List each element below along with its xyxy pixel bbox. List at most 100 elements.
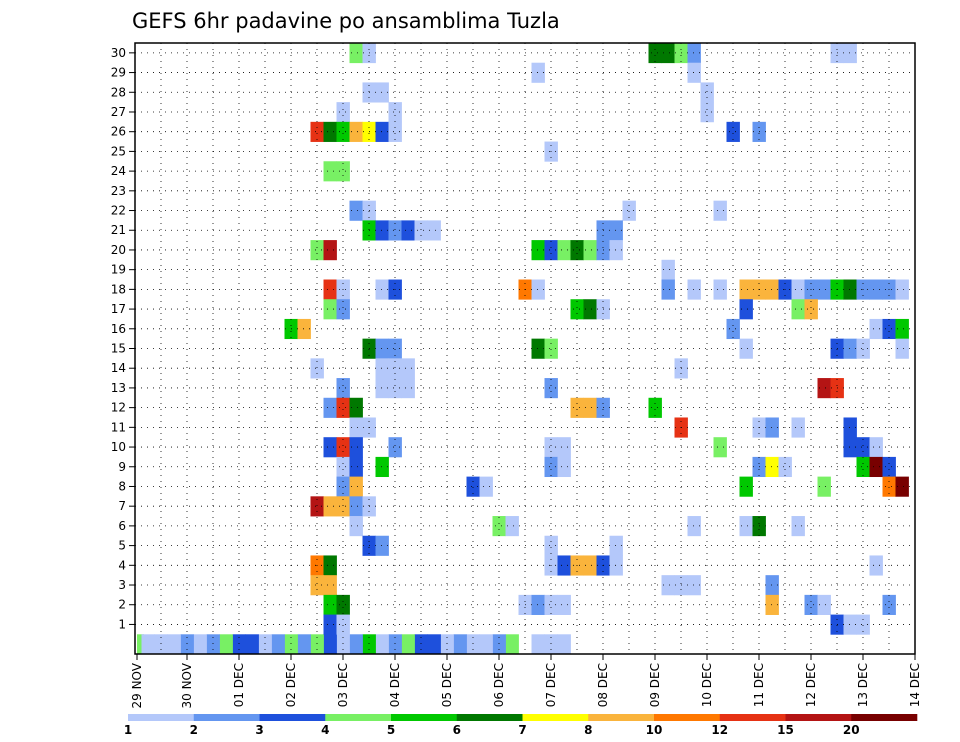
x-tick-label: 11 DEC bbox=[752, 663, 766, 707]
heatmap-cell bbox=[323, 397, 337, 418]
heatmap-cell bbox=[544, 634, 558, 655]
heatmap-cell bbox=[544, 456, 558, 478]
heatmap-cell bbox=[479, 476, 493, 497]
heatmap-cell bbox=[414, 634, 428, 655]
y-tick-label: 16 bbox=[111, 322, 126, 336]
y-tick-label: 6 bbox=[118, 519, 126, 533]
heatmap-cell bbox=[544, 338, 558, 359]
heatmap-cell bbox=[336, 299, 350, 320]
heatmap-cell bbox=[531, 338, 545, 359]
legend-label: 4 bbox=[321, 723, 329, 737]
heatmap-cell bbox=[557, 634, 571, 655]
y-tick-label: 5 bbox=[118, 539, 126, 553]
heatmap-cell bbox=[427, 634, 441, 655]
heatmap-cell bbox=[349, 437, 363, 458]
heatmap-cell bbox=[336, 121, 350, 142]
heatmap-cell bbox=[882, 456, 896, 478]
heatmap-cell bbox=[648, 397, 662, 418]
heatmap-cell bbox=[323, 161, 337, 182]
y-tick-label: 30 bbox=[111, 46, 126, 60]
y-tick-label: 27 bbox=[111, 105, 126, 119]
heatmap-cell bbox=[843, 338, 857, 359]
heatmap-cell bbox=[336, 594, 350, 615]
heatmap-cell bbox=[531, 594, 545, 615]
heatmap-cell bbox=[557, 437, 571, 458]
heatmap-cell bbox=[583, 555, 597, 576]
legend-label: 15 bbox=[777, 723, 794, 737]
y-tick-label: 10 bbox=[111, 440, 126, 454]
y-tick-label: 4 bbox=[118, 558, 126, 572]
x-tick-label: 12 DEC bbox=[804, 663, 818, 707]
heatmap-cell bbox=[856, 614, 870, 635]
legend-label: 3 bbox=[255, 723, 263, 737]
heatmap-cell bbox=[401, 220, 415, 241]
heatmap-cell bbox=[531, 62, 545, 83]
legend-label: 10 bbox=[646, 723, 663, 737]
heatmap-cell bbox=[388, 437, 402, 458]
heatmap-cell bbox=[310, 358, 324, 379]
heatmap-cell bbox=[297, 318, 311, 340]
heatmap-cell bbox=[388, 220, 402, 241]
x-tick-label: 09 DEC bbox=[648, 663, 662, 707]
x-tick-label: 13 DEC bbox=[856, 663, 870, 707]
heatmap-cell bbox=[765, 417, 779, 438]
heatmap-cell bbox=[206, 634, 220, 655]
legend-swatch bbox=[719, 714, 786, 721]
heatmap-cell bbox=[414, 220, 428, 241]
heatmap-cell bbox=[180, 634, 194, 655]
heatmap-cell bbox=[375, 634, 389, 655]
heatmap-cell bbox=[388, 102, 402, 123]
heatmap-cell bbox=[765, 594, 779, 615]
y-tick-label: 25 bbox=[111, 144, 126, 158]
y-tick-label: 28 bbox=[111, 85, 126, 99]
heatmap-cell bbox=[505, 634, 519, 655]
heatmap-cell bbox=[661, 279, 675, 300]
heatmap-cell bbox=[700, 102, 714, 123]
x-axis: 29 NOV 30 NOV 01 DEC 02 DEC 03 DEC 04 DEC 05 D… bbox=[130, 654, 922, 709]
heatmap-cell bbox=[622, 200, 636, 221]
legend-swatch bbox=[259, 714, 326, 721]
heatmap-cell bbox=[349, 200, 363, 221]
heatmap-cell bbox=[843, 614, 857, 635]
heatmap-cell bbox=[375, 121, 389, 142]
heatmap-cell bbox=[349, 456, 363, 478]
heatmap-cell bbox=[258, 634, 272, 655]
y-tick-label: 12 bbox=[111, 401, 126, 415]
x-tick-label: 30 NOV bbox=[180, 662, 194, 708]
legend-swatch bbox=[193, 714, 260, 721]
heatmap-cell bbox=[817, 476, 831, 497]
heatmap-cell bbox=[687, 575, 701, 596]
heatmap-cell bbox=[349, 516, 363, 537]
heatmap-cell bbox=[583, 240, 597, 261]
legend-label: 20 bbox=[843, 723, 860, 737]
heatmap-cell bbox=[765, 575, 779, 596]
y-tick-label: 15 bbox=[111, 342, 126, 356]
heatmap-cells bbox=[137, 43, 909, 655]
heatmap-cell bbox=[739, 279, 753, 300]
heatmap-cell bbox=[687, 62, 701, 83]
x-tick-label: 10 DEC bbox=[700, 663, 714, 707]
heatmap-cell bbox=[388, 634, 402, 655]
heatmap-cell bbox=[804, 594, 818, 615]
heatmap-cell bbox=[882, 318, 896, 340]
legend-swatch bbox=[391, 714, 458, 721]
heatmap-cell bbox=[336, 397, 350, 418]
heatmap-cell bbox=[882, 594, 896, 615]
heatmap-cell bbox=[791, 279, 805, 300]
heatmap-cell bbox=[336, 496, 350, 517]
heatmap-cell bbox=[310, 496, 324, 517]
y-tick-label: 2 bbox=[118, 598, 126, 612]
heatmap-cell bbox=[570, 397, 584, 418]
heatmap-cell bbox=[869, 555, 883, 576]
legend-label: 1 bbox=[124, 723, 132, 737]
x-tick-label: 04 DEC bbox=[388, 663, 402, 707]
heatmap-cell bbox=[687, 279, 701, 300]
heatmap-cell bbox=[505, 516, 519, 537]
heatmap-cell bbox=[726, 121, 740, 142]
heatmap-cell bbox=[336, 437, 350, 458]
heatmap-cell bbox=[648, 43, 662, 64]
heatmap-cell bbox=[713, 279, 727, 300]
heatmap-cell bbox=[544, 437, 558, 458]
heatmap-cell bbox=[765, 456, 779, 478]
